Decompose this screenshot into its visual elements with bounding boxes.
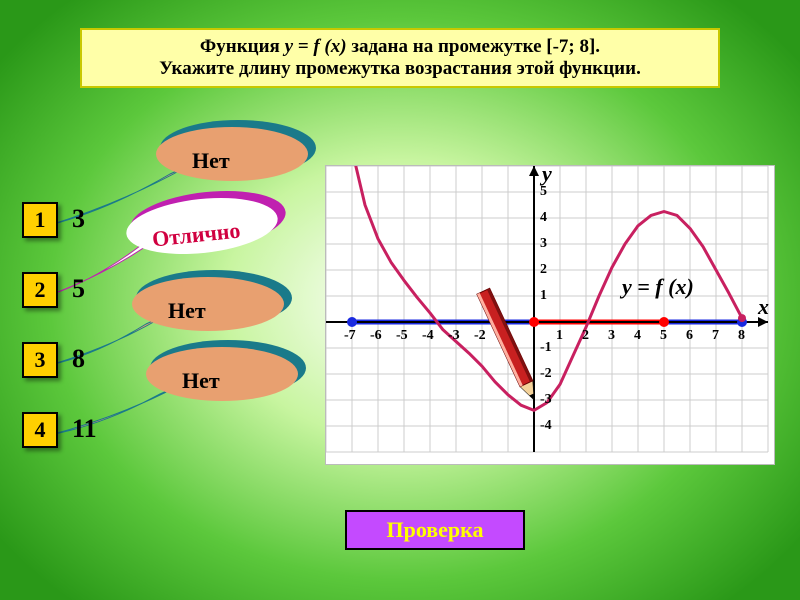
option-button-1[interactable]: 1 — [22, 202, 58, 238]
x-tick: 5 — [660, 328, 667, 344]
x-tick: -7 — [344, 328, 356, 344]
question-box: Функция y = f (x) задана на промежутке [… — [80, 28, 720, 88]
x-tick: 1 — [556, 328, 563, 344]
feedback-text-4: Нет — [182, 368, 220, 394]
x-tick: 8 — [738, 328, 745, 344]
option-button-4[interactable]: 4 — [22, 412, 58, 448]
y-tick: -1 — [540, 340, 552, 356]
x-tick: 3 — [608, 328, 615, 344]
x-tick: -3 — [448, 328, 460, 344]
x-tick: -4 — [422, 328, 434, 344]
question-line1-post: задана на промежутке [-7; 8]. — [347, 36, 601, 57]
y-tick: -3 — [540, 392, 552, 408]
question-line1-pre: Функция — [200, 36, 285, 57]
check-button[interactable]: Проверка — [345, 510, 525, 550]
option-value-4: 11 — [72, 414, 97, 444]
y-tick: 2 — [540, 262, 547, 278]
y-tick: 5 — [540, 184, 547, 200]
x-tick: -2 — [474, 328, 486, 344]
y-tick: 3 — [540, 236, 547, 252]
x-tick: -6 — [370, 328, 382, 344]
feedback-text-1: Нет — [192, 148, 230, 174]
x-tick: 4 — [634, 328, 641, 344]
question-line2: Укажите длину промежутка возрастания это… — [159, 58, 641, 79]
x-tick: 7 — [712, 328, 719, 344]
y-tick: -2 — [540, 366, 552, 382]
option-value-2: 5 — [72, 274, 85, 304]
x-tick: 6 — [686, 328, 693, 344]
question-fn: y = f (x) — [285, 36, 347, 57]
option-button-2[interactable]: 2 — [22, 272, 58, 308]
option-value-1: 3 — [72, 204, 85, 234]
x-axis-label: x — [758, 294, 769, 320]
x-tick: -5 — [396, 328, 408, 344]
feedback-text-3: Нет — [168, 298, 206, 324]
y-tick: 1 — [540, 288, 547, 304]
option-value-3: 8 — [72, 344, 85, 374]
chart: y x y = f (x) -7-6-5-4-3-21234567812345-… — [325, 165, 775, 465]
y-tick: -4 — [540, 418, 552, 434]
option-button-3[interactable]: 3 — [22, 342, 58, 378]
function-label: y = f (x) — [622, 274, 694, 300]
feedback-bubble-4 — [150, 338, 350, 478]
x-tick: 2 — [582, 328, 589, 344]
y-tick: 4 — [540, 210, 547, 226]
